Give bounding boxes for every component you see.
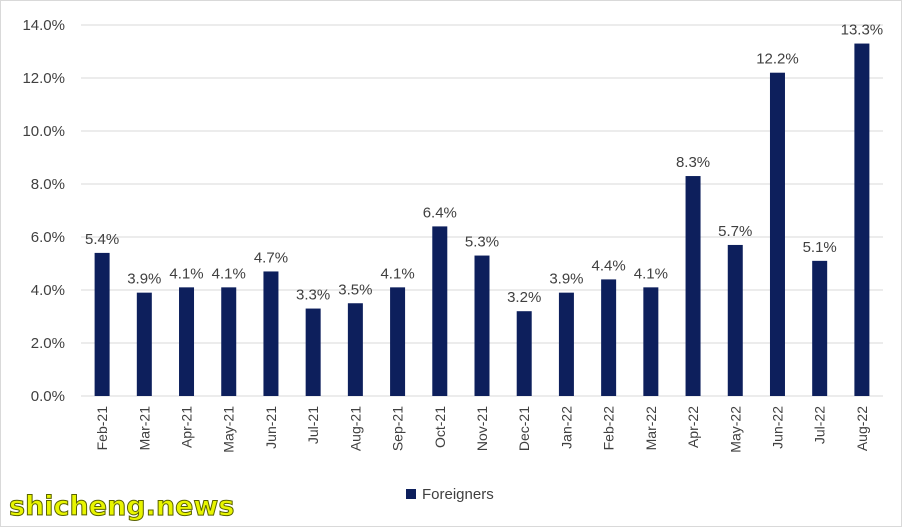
data-label: 5.1% <box>803 239 837 256</box>
bars <box>94 43 870 397</box>
y-tick-label: 12.0% <box>22 70 65 87</box>
x-tick-label: Nov-21 <box>474 406 490 451</box>
legend-swatch-foreigners <box>406 489 416 499</box>
bar-jun-22 <box>769 72 785 396</box>
data-label: 12.2% <box>756 51 799 68</box>
bar-aug-22 <box>854 43 870 397</box>
y-tick-label: 8.0% <box>31 176 65 193</box>
bar-may-22 <box>727 244 743 396</box>
bar-mar-22 <box>643 287 659 396</box>
bar-nov-21 <box>474 255 490 396</box>
y-tick-label: 6.0% <box>31 229 65 246</box>
bar-mar-21 <box>136 292 152 396</box>
x-tick-label: Aug-21 <box>347 406 363 451</box>
y-tick-label: 4.0% <box>31 282 65 299</box>
x-tick-label: Sep-21 <box>390 406 406 451</box>
data-label: 4.1% <box>212 265 246 282</box>
data-labels: 5.4% 3.9% 4.1% 4.1% 4.7% 3.3% 3.5% 4.1% 6.4% 5.3%… <box>85 22 883 307</box>
data-label: 4.1% <box>380 265 414 282</box>
data-label: 4.7% <box>254 249 288 266</box>
x-tick-label: Oct-21 <box>432 406 448 448</box>
bar-apr-22 <box>685 176 701 396</box>
bar-jan-22 <box>558 292 574 396</box>
legend-label-foreigners: Foreigners <box>422 486 494 503</box>
y-tick-label: 0.0% <box>31 388 65 405</box>
x-tick-label: Jul-22 <box>812 406 828 444</box>
x-tick-label: Feb-21 <box>94 406 110 451</box>
x-tick-label: Apr-22 <box>685 406 701 448</box>
data-label: 3.3% <box>296 287 330 304</box>
bar-jul-22 <box>812 260 828 396</box>
data-label: 4.1% <box>634 265 668 282</box>
bar-apr-21 <box>179 287 195 396</box>
x-tick-label: Jul-21 <box>305 406 321 444</box>
x-axis-ticks: Feb-21 Mar-21 Apr-21 May-21 Jun-21 Jul-21 Aug-… <box>94 406 870 453</box>
data-label: 5.3% <box>465 234 499 251</box>
data-label: 3.2% <box>507 289 541 306</box>
data-label: 3.9% <box>549 271 583 288</box>
data-label: 13.3% <box>841 22 884 39</box>
bar-may-21 <box>221 287 237 396</box>
bar-dec-21 <box>516 311 532 396</box>
bar-oct-21 <box>432 226 448 396</box>
legend: Foreigners <box>406 486 494 503</box>
y-tick-label: 10.0% <box>22 123 65 140</box>
x-tick-label: Apr-21 <box>179 406 195 448</box>
y-axis-ticks: 0.0% 2.0% 4.0% 6.0% 8.0% 10.0% 12.0% 14.0% <box>22 17 65 405</box>
y-tick-label: 14.0% <box>22 17 65 34</box>
bar-feb-22 <box>601 279 617 396</box>
watermark-text: shicheng.news <box>8 491 235 523</box>
x-tick-label: Jun-21 <box>263 406 279 449</box>
data-label: 5.7% <box>718 223 752 240</box>
x-tick-label: Dec-21 <box>516 406 532 451</box>
data-label: 3.5% <box>338 281 372 298</box>
bar-jul-21 <box>305 308 321 396</box>
data-label: 3.9% <box>127 271 161 288</box>
data-label: 4.1% <box>169 265 203 282</box>
data-label: 8.3% <box>676 154 710 171</box>
data-label: 4.4% <box>592 257 626 274</box>
x-tick-label: May-22 <box>727 406 743 453</box>
x-tick-label: Mar-22 <box>643 406 659 451</box>
data-label: 5.4% <box>85 231 119 248</box>
data-label: 6.4% <box>423 204 457 221</box>
x-tick-label: May-21 <box>221 406 237 453</box>
x-tick-label: Jan-22 <box>558 406 574 449</box>
bar-jun-21 <box>263 271 279 396</box>
x-tick-label: Feb-22 <box>601 406 617 451</box>
bar-aug-21 <box>347 303 363 396</box>
y-tick-label: 2.0% <box>31 335 65 352</box>
bar-sep-21 <box>390 287 406 396</box>
x-tick-label: Aug-22 <box>854 406 870 451</box>
bar-feb-21 <box>94 252 110 396</box>
x-tick-label: Mar-21 <box>136 406 152 451</box>
x-tick-label: Jun-22 <box>769 406 785 449</box>
